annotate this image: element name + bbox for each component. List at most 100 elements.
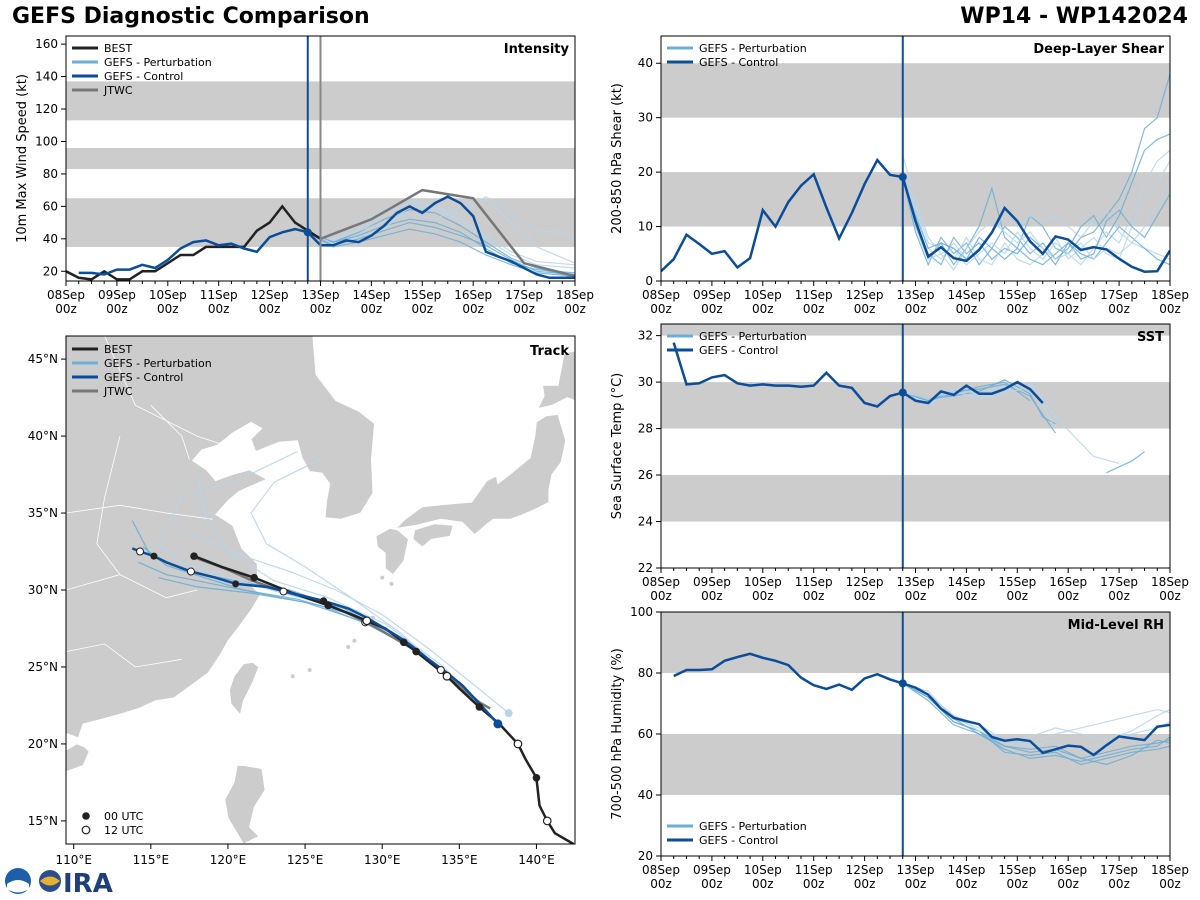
y-tick-label: 10	[638, 220, 653, 234]
perturbation-start	[504, 709, 513, 718]
best-marker-12utc	[362, 616, 372, 626]
x-tick-label: 10Sep	[149, 288, 187, 302]
control-marker-12utc	[136, 547, 145, 556]
perturbation-line	[307, 208, 575, 279]
x-tick-label: 09Sep	[693, 575, 731, 589]
x-tick-label: 00z	[1159, 302, 1181, 316]
figure-title: GEFS Diagnostic Comparison	[12, 4, 370, 29]
legend-label-control: GEFS - Control	[699, 56, 778, 69]
legend-label-control: GEFS - Control	[104, 371, 183, 384]
x-tick-label: 00z	[1159, 589, 1181, 603]
y-tick-label: 20	[638, 165, 653, 179]
x-tick-label: 10Sep	[744, 575, 782, 589]
x-tick-label: 11Sep	[795, 575, 833, 589]
x-tick-label: 00z	[956, 877, 978, 891]
lon-tick-label: 125°E	[287, 853, 324, 867]
noaa-logo-wave	[7, 880, 29, 893]
lat-tick-label: 20°N	[28, 737, 58, 751]
y-tick-label: 40	[43, 232, 58, 246]
x-tick-label: 00z	[854, 877, 876, 891]
small-island	[290, 674, 295, 679]
land-land-main	[66, 336, 375, 739]
lon-tick-label: 135°E	[441, 853, 478, 867]
x-tick-label: 00z	[905, 302, 927, 316]
land-kyushu	[375, 527, 409, 576]
x-tick-label: 16Sep	[1049, 575, 1087, 589]
x-tick-label: 00z	[310, 302, 332, 316]
y-tick-label: 60	[43, 199, 58, 213]
sst-plot-area	[661, 324, 1170, 568]
x-tick-label: 00z	[803, 589, 825, 603]
y-tick-label: 26	[638, 468, 653, 482]
x-tick-label: 15Sep	[998, 575, 1036, 589]
x-tick-label: 00z	[1159, 877, 1181, 891]
lat-tick-label: 40°N	[28, 429, 58, 443]
shear-band	[661, 63, 1170, 118]
perturbation-line	[902, 381, 1120, 464]
best-marker-12utc	[542, 816, 552, 826]
best-marker-12utc	[442, 671, 452, 681]
legend-label-control: GEFS - Control	[104, 70, 183, 83]
x-tick-label: 18Sep	[1151, 863, 1189, 877]
lon-tick-label: 130°E	[364, 853, 401, 867]
perturbation-line	[902, 682, 1170, 763]
x-tick-label: 00z	[106, 302, 128, 316]
x-tick-label: 15Sep	[998, 863, 1036, 877]
legend-label-perturbation: GEFS - Perturbation	[104, 357, 212, 370]
legend-marker-00utc	[82, 812, 90, 820]
land-philippines	[224, 765, 266, 844]
x-tick-label: 00z	[412, 302, 434, 316]
y-tick-label: 40	[638, 788, 653, 802]
x-tick-label: 11Sep	[795, 863, 833, 877]
x-tick-label: 13Sep	[302, 288, 340, 302]
x-tick-label: 00z	[55, 302, 77, 316]
x-tick-label: 18Sep	[1151, 288, 1189, 302]
x-tick-label: 13Sep	[897, 575, 935, 589]
y-tick-label: 80	[43, 167, 58, 181]
best-marker-00utc	[475, 703, 484, 711]
x-tick-label: 09Sep	[693, 863, 731, 877]
perturbation-line	[307, 199, 575, 264]
small-island	[380, 575, 385, 580]
x-tick-label: 14Sep	[947, 575, 985, 589]
x-tick-label: 15Sep	[403, 288, 441, 302]
x-tick-label: 00z	[1108, 302, 1130, 316]
x-tick-label: 17Sep	[1100, 288, 1138, 302]
jtwc-marker-12utc	[279, 587, 288, 596]
x-tick-label: 00z	[701, 302, 723, 316]
legend-label-00utc: 00 UTC	[104, 810, 144, 823]
x-tick-label: 00z	[361, 302, 383, 316]
sst-panel: 08Sep00z09Sep00z10Sep00z11Sep00z12Sep00z…	[610, 323, 1189, 603]
land-taiwan	[229, 661, 260, 716]
x-tick-label: 00z	[905, 877, 927, 891]
province-border	[66, 504, 213, 520]
province-border	[96, 436, 121, 575]
jtwc-marker-12utc	[436, 666, 445, 675]
x-tick-label: 16Sep	[454, 288, 492, 302]
x-tick-label: 11Sep	[795, 288, 833, 302]
legend-marker-12utc	[81, 825, 91, 835]
x-tick-label: 00z	[752, 302, 774, 316]
shear-panel: 08Sep00z09Sep00z10Sep00z11Sep00z12Sep00z…	[610, 35, 1189, 316]
x-tick-label: 00z	[803, 877, 825, 891]
x-tick-label: 00z	[854, 302, 876, 316]
x-tick-label: 00z	[1057, 302, 1079, 316]
control-line	[673, 652, 1170, 757]
y-tick-label: 60	[638, 727, 653, 741]
rh-title: Mid-Level RH	[1068, 618, 1164, 633]
x-tick-label: 09Sep	[693, 288, 731, 302]
y-tick-label: 28	[638, 422, 653, 436]
x-tick-label: 00z	[905, 589, 927, 603]
legend-label-perturbation: GEFS - Perturbation	[104, 56, 212, 69]
x-tick-label: 08Sep	[47, 288, 85, 302]
map-layer	[66, 336, 575, 844]
land-hokkaido	[537, 350, 575, 409]
x-tick-label: 14Sep	[352, 288, 390, 302]
x-tick-label: 14Sep	[947, 863, 985, 877]
x-tick-label: 17Sep	[1100, 575, 1138, 589]
x-tick-label: 00z	[1057, 877, 1079, 891]
lon-tick-label: 115°E	[133, 853, 170, 867]
lat-tick-label: 30°N	[28, 583, 58, 597]
control-marker-12utc	[186, 567, 195, 576]
